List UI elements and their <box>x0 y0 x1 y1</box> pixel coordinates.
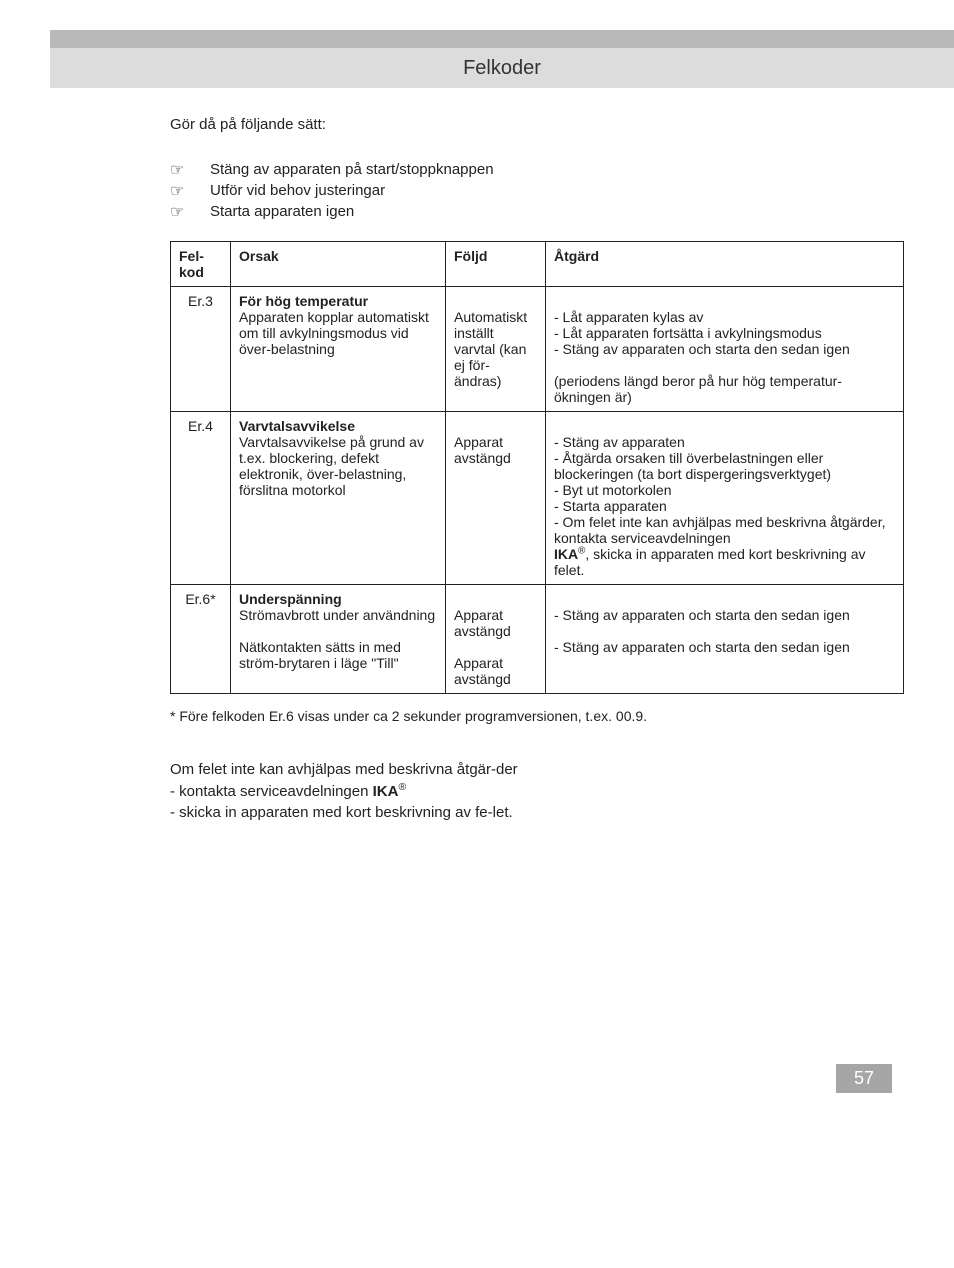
table-header-row: Fel-kod Orsak Följd Åtgärd <box>171 241 904 286</box>
action-line: - Starta apparaten <box>554 498 667 514</box>
cause-title: Varvtalsavvikelse <box>239 418 355 434</box>
pointing-hand-icon: ☞ <box>170 161 210 180</box>
action-line: - Om felet inte kan avhjälpas med beskri… <box>554 514 886 546</box>
outro-block: Om felet inte kan avhjälpas med beskrivn… <box>170 760 530 823</box>
title-band: Felkoder <box>50 48 954 88</box>
col-code: Fel-kod <box>171 241 231 286</box>
table-row: Er.4 Varvtalsavvikelse Varvtalsavvikelse… <box>171 411 904 585</box>
cause-body: Apparaten kopplar automatiskt om till av… <box>239 309 429 357</box>
bullet-text: Utför vid behov justeringar <box>210 182 385 199</box>
table-row: Er.6* Underspänning Strömavbrott under a… <box>171 585 904 694</box>
cell-code: Er.3 <box>171 286 231 411</box>
error-code-table: Fel-kod Orsak Följd Åtgärd Er.3 För hög … <box>170 241 904 695</box>
cause-body: Nätkontakten sätts in med ström-brytaren… <box>239 639 401 671</box>
list-item: ☞ Stäng av apparaten på start/stoppknapp… <box>170 161 904 180</box>
brand-name: IKA <box>373 783 399 800</box>
effect-text: Apparat avstängd <box>454 655 511 687</box>
list-item: ☞ Utför vid behov justeringar <box>170 182 904 201</box>
col-cause: Orsak <box>231 241 446 286</box>
effect-text: Apparat avstängd <box>454 607 511 639</box>
header-thin-band <box>50 30 954 48</box>
page-title: Felkoder <box>463 57 541 80</box>
cell-effect: Automatiskt inställt varvtal (kan ej för… <box>446 286 546 411</box>
action-line: - Stäng av apparaten och starta den seda… <box>554 607 850 623</box>
cell-effect: Apparat avstängd Apparat avstängd <box>446 585 546 694</box>
action-line: - Stäng av apparaten och starta den seda… <box>554 639 850 655</box>
effect-text: Automatiskt inställt varvtal (kan ej för… <box>454 309 527 389</box>
cause-title: Underspänning <box>239 591 342 607</box>
bullet-list: ☞ Stäng av apparaten på start/stoppknapp… <box>170 161 904 223</box>
action-line: - Stäng av apparaten <box>554 434 685 450</box>
cell-code: Er.4 <box>171 411 231 585</box>
pointing-hand-icon: ☞ <box>170 182 210 201</box>
cause-title: För hög temperatur <box>239 293 368 309</box>
cell-cause: För hög temperatur Apparaten kopplar aut… <box>231 286 446 411</box>
cell-action: - Stäng av apparaten och starta den seda… <box>546 585 904 694</box>
action-line: - Stäng av apparaten och starta den seda… <box>554 341 850 357</box>
bullet-text: Stäng av apparaten på start/stoppknappen <box>210 161 494 178</box>
page-body: Gör då på följande sätt: ☞ Stäng av appa… <box>0 116 954 1143</box>
table-row: Er.3 För hög temperatur Apparaten koppla… <box>171 286 904 411</box>
table-footnote: * Före felkoden Er.6 visas under ca 2 se… <box>170 708 904 724</box>
effect-text: Apparat avstängd <box>454 434 511 466</box>
intro-text: Gör då på följande sätt: <box>170 116 904 133</box>
page-footer: 57 <box>170 823 904 1103</box>
action-line: (periodens längd beror på hur hög temper… <box>554 373 842 405</box>
action-line: IKA®, skicka in apparaten med kort beskr… <box>554 546 865 578</box>
cell-action: - Låt apparaten kylas av - Låt apparaten… <box>546 286 904 411</box>
cell-action: - Stäng av apparaten - Åtgärda orsaken t… <box>546 411 904 585</box>
cell-cause: Varvtalsavvikelse Varvtalsavvikelse på g… <box>231 411 446 585</box>
col-action: Åtgärd <box>546 241 904 286</box>
col-effect: Följd <box>446 241 546 286</box>
outro-line: - kontakta serviceavdelningen IKA® <box>170 783 406 800</box>
cause-body: Strömavbrott under användning <box>239 607 435 623</box>
action-line: - Åtgärda orsaken till överbelastningen … <box>554 450 831 482</box>
action-line: - Byt ut motorkolen <box>554 482 672 498</box>
cell-code: Er.6* <box>171 585 231 694</box>
list-item: ☞ Starta apparaten igen <box>170 203 904 222</box>
bullet-text: Starta apparaten igen <box>210 203 354 220</box>
page-number-badge: 57 <box>836 1064 892 1093</box>
outro-line: Om felet inte kan avhjälpas med beskrivn… <box>170 761 518 778</box>
outro-line: - skicka in apparaten med kort beskrivni… <box>170 804 513 821</box>
cause-body: Varvtalsavvikelse på grund av t.ex. bloc… <box>239 434 424 498</box>
outro-pre: - kontakta serviceavdelningen <box>170 783 373 800</box>
cell-cause: Underspänning Strömavbrott under användn… <box>231 585 446 694</box>
action-line: - Låt apparaten fortsätta i avkylningsmo… <box>554 325 822 341</box>
action-line: - Låt apparaten kylas av <box>554 309 703 325</box>
pointing-hand-icon: ☞ <box>170 203 210 222</box>
cell-effect: Apparat avstängd <box>446 411 546 585</box>
